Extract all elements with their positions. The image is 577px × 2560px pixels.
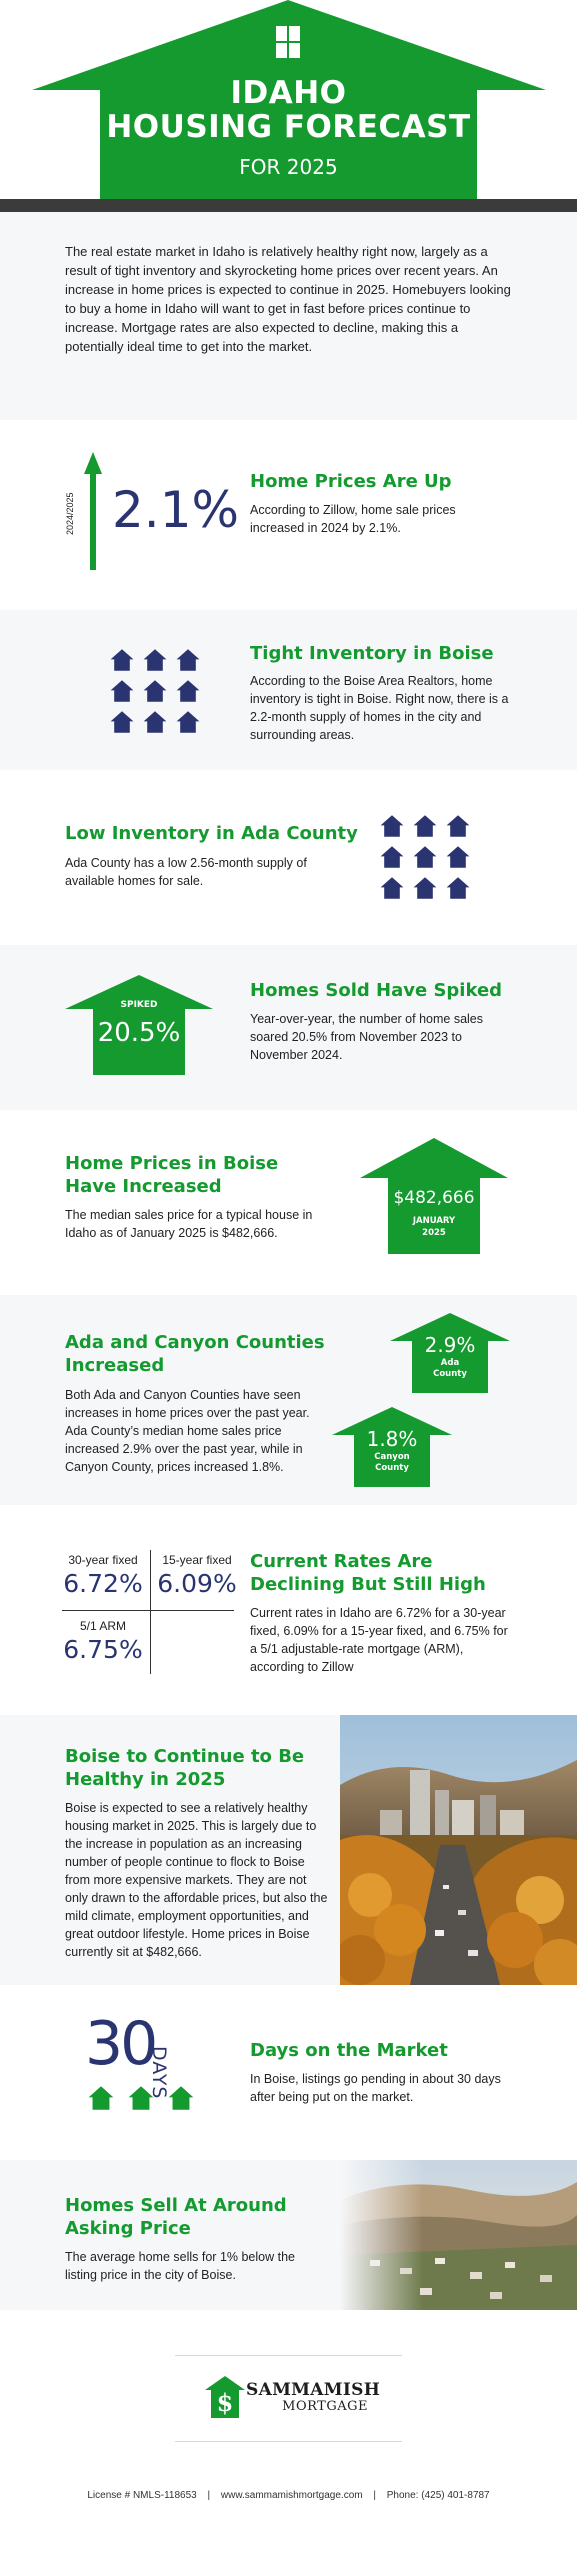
rates-title: Current Rates Are Declining But Still Hi…	[250, 1551, 486, 1595]
home-prices-title: Home Prices Are Up	[250, 471, 452, 492]
spiked-body: Year-over-year, the number of home sales…	[250, 1012, 483, 1062]
footer-license: License # NMLS-118653	[87, 2490, 197, 2501]
header: IDAHO HOUSING FORECAST FOR 2025	[0, 0, 577, 212]
home-prices-value: 2.1%	[112, 481, 240, 539]
footer-separator: |	[207, 2490, 211, 2501]
rate-15-value: 6.09%	[157, 1569, 237, 1598]
counties-title: Ada and Canyon Counties Increased	[65, 1332, 325, 1376]
house-grid-icon	[110, 649, 200, 733]
home-prices-body: According to Zillow, home sale prices in…	[250, 503, 456, 535]
up-arrow-icon	[84, 452, 102, 570]
canyon-label-2: County	[375, 1463, 409, 1473]
ada-label-2: County	[433, 1369, 467, 1379]
footer-separator: |	[373, 2490, 376, 2501]
price-arrow-shape	[360, 1138, 508, 1254]
logo-line-1: SAMMAMISH	[246, 2380, 381, 2400]
ada-value: 2.9%	[424, 1333, 476, 1357]
boise-prices-body: The median sales price for a typical hou…	[65, 1208, 313, 1240]
days-title: Days on the Market	[250, 2040, 448, 2061]
house-roof-banner	[0, 0, 577, 212]
sammamish-logo-icon: $	[205, 2376, 245, 2418]
canyon-label-1: Canyon	[374, 1452, 410, 1462]
spiked-badge: SPIKED	[120, 1000, 158, 1010]
boise-price-caption-1: JANUARY	[412, 1216, 456, 1226]
intro-section: The real estate market in Idaho is relat…	[0, 212, 577, 420]
footer-phone[interactable]: Phone: (425) 401-8787	[386, 2490, 490, 2501]
three-houses-icon	[88, 2086, 194, 2110]
canyon-value: 1.8%	[366, 1427, 418, 1451]
rate-30-value: 6.72%	[63, 1569, 143, 1598]
boise-city-photo	[340, 1715, 577, 1985]
logo-divider-bottom	[175, 2441, 402, 2442]
canyon-arrow-shape	[332, 1407, 452, 1487]
days-section: 30 DAYS Days on the Market In Boise, lis…	[0, 1985, 577, 2160]
healthy-title: Boise to Continue to Be Healthy in 2025	[65, 1746, 305, 1790]
boise-prices-title: Home Prices in Boise Have Increased	[65, 1153, 279, 1197]
svg-text:$: $	[217, 2388, 234, 2417]
spiked-section: SPIKED 20.5% Homes Sold Have Spiked Year…	[0, 945, 577, 1110]
title-line-1: IDAHO	[230, 75, 347, 111]
boise-prices-section: Home Prices in Boise Have Increased The …	[0, 1110, 577, 1295]
rate-arm-value: 6.75%	[63, 1635, 143, 1664]
header-subtitle: FOR 2025	[239, 155, 338, 179]
asking-title: Homes Sell At Around Asking Price	[65, 2195, 287, 2239]
footer-section: $ SAMMAMISH MORTGAGE License # NMLS-1186…	[0, 2310, 577, 2560]
days-body: In Boise, listings go pending in about 3…	[250, 2072, 501, 2104]
ada-label-1: Ada	[440, 1358, 460, 1368]
window-icon	[276, 26, 300, 58]
rates-section: 30-year fixed 6.72% 15-year fixed 6.09% …	[0, 1505, 577, 1715]
healthy-body: Boise is expected to see a relatively he…	[65, 1801, 328, 1959]
home-prices-up-section: 2024/2025 2.1% Home Prices Are Up Accord…	[0, 420, 577, 610]
boise-price-caption-2: 2025	[422, 1228, 446, 1238]
footer-website[interactable]: www.sammamishmortgage.com	[220, 2490, 363, 2501]
spiked-arrow-shape	[65, 975, 213, 1075]
spiked-title: Homes Sold Have Spiked	[250, 980, 503, 1001]
rate-15-label: 15-year fixed	[162, 1553, 232, 1567]
logo-divider-top	[175, 2355, 402, 2356]
rates-body: Current rates in Idaho are 6.72% for a 3…	[250, 1606, 508, 1674]
tight-inventory-section: Tight Inventory in Boise According to th…	[0, 610, 577, 770]
days-number: 30	[85, 2009, 158, 2079]
asking-body: The average home sells for 1% below the …	[65, 2250, 295, 2282]
rates-divider-vertical	[150, 1550, 151, 1674]
low-inventory-body: Ada County has a low 2.56-month supply o…	[65, 856, 307, 888]
rate-arm-label: 5/1 ARM	[79, 1619, 127, 1633]
footer-line: License # NMLS-118653 | www.sammamishmor…	[0, 2490, 577, 2501]
asking-section: Homes Sell At Around Asking Price The av…	[0, 2160, 577, 2310]
low-inventory-section: Low Inventory in Ada County Ada County h…	[0, 770, 577, 945]
healthy-section: Boise to Continue to Be Healthy in 2025 …	[0, 1715, 577, 1985]
rate-30-label: 30-year fixed	[68, 1553, 138, 1567]
boise-price-value: $482,666	[393, 1188, 475, 1208]
counties-body: Both Ada and Canyon Counties have seen i…	[65, 1388, 310, 1474]
house-grid-icon	[380, 815, 470, 899]
logo-line-2: MORTGAGE	[282, 2399, 368, 2414]
rates-divider-horizontal	[62, 1610, 234, 1611]
ada-arrow-shape	[390, 1313, 510, 1393]
tight-inventory-body: According to the Boise Area Realtors, ho…	[250, 674, 509, 742]
counties-section: Ada and Canyon Counties Increased Both A…	[0, 1295, 577, 1505]
intro-text: The real estate market in Idaho is relat…	[65, 244, 511, 354]
neighborhood-photo	[340, 2160, 577, 2310]
low-inventory-title: Low Inventory in Ada County	[65, 823, 358, 844]
title-line-2: HOUSING FORECAST	[106, 109, 471, 145]
tight-inventory-title: Tight Inventory in Boise	[250, 643, 494, 664]
spiked-value: 20.5%	[97, 1018, 181, 1048]
